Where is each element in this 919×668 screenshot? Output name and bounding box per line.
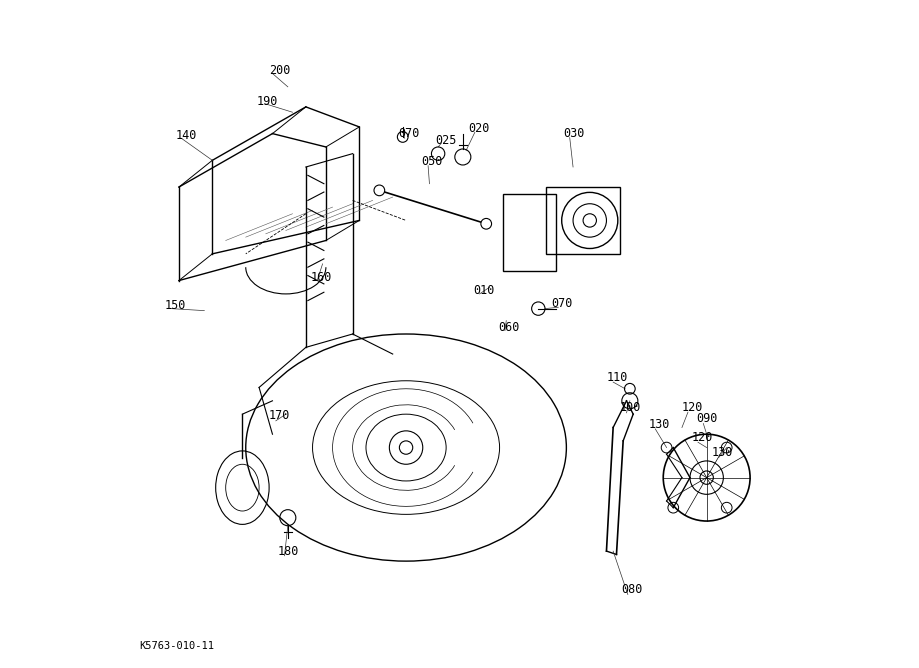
Text: 100: 100 [619, 401, 641, 414]
Text: 140: 140 [176, 129, 197, 142]
Text: 170: 170 [269, 409, 290, 422]
Circle shape [481, 218, 492, 229]
Text: 070: 070 [551, 297, 573, 311]
Text: 160: 160 [311, 271, 332, 284]
Text: 070: 070 [398, 127, 419, 140]
Text: K5763-010-11: K5763-010-11 [139, 641, 214, 651]
Text: 150: 150 [165, 299, 186, 312]
Text: 130: 130 [649, 418, 670, 431]
Text: 180: 180 [278, 544, 300, 558]
Text: 090: 090 [697, 412, 718, 426]
Text: 025: 025 [435, 134, 456, 147]
Circle shape [374, 185, 385, 196]
Bar [546, 187, 619, 254]
Text: 080: 080 [621, 582, 642, 596]
Text: 120: 120 [681, 401, 703, 414]
Text: 020: 020 [468, 122, 490, 135]
Text: 060: 060 [498, 321, 519, 334]
Text: 030: 030 [563, 127, 584, 140]
Text: 110: 110 [607, 371, 628, 384]
Text: 010: 010 [473, 284, 494, 297]
Bar [503, 194, 556, 271]
Text: 130: 130 [712, 446, 733, 459]
Text: 190: 190 [257, 95, 278, 108]
Text: 120: 120 [691, 431, 712, 444]
Text: 200: 200 [269, 63, 290, 77]
Text: 050: 050 [422, 155, 443, 168]
